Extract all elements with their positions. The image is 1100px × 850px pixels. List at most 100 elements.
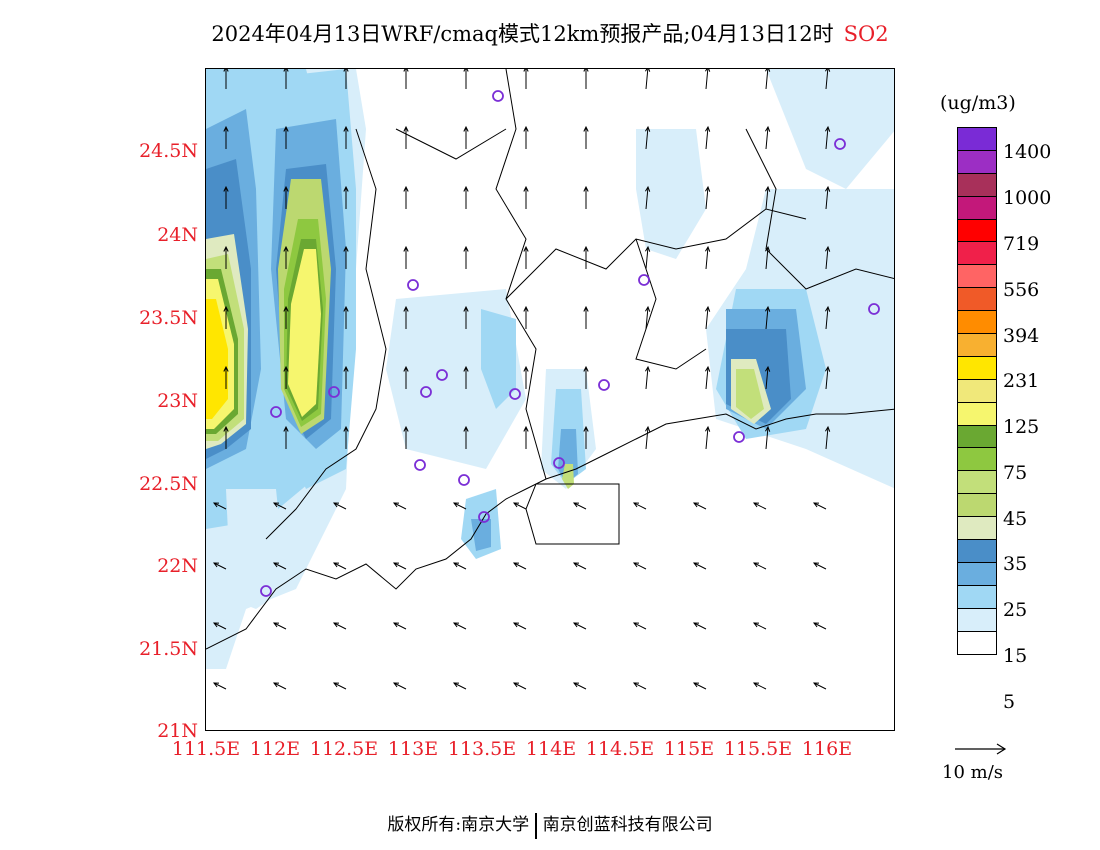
wind-arrow — [692, 622, 707, 630]
map-panel — [205, 68, 895, 731]
wind-arrow — [223, 245, 229, 269]
lat-label: 24N — [157, 224, 198, 246]
wind-arrow — [764, 425, 771, 450]
wind-arrow — [523, 425, 529, 449]
station-marker — [598, 379, 610, 391]
legend-swatch — [958, 494, 996, 518]
wind-arrow — [764, 185, 771, 210]
lat-label: 22N — [157, 555, 198, 577]
legend-level: 1000 — [1003, 187, 1052, 209]
wind-arrow — [392, 562, 407, 570]
legend-swatch — [958, 196, 996, 220]
wind-arrow — [812, 562, 827, 570]
lat-label: 22.5N — [139, 473, 198, 495]
legend-level: 719 — [1003, 233, 1040, 255]
footer-divider — [535, 812, 537, 839]
wind-arrow — [512, 562, 527, 570]
legend-swatch — [958, 311, 996, 335]
legend-swatch — [958, 173, 996, 197]
lon-label: 115.5E — [723, 738, 793, 760]
wind-arrow — [824, 365, 831, 390]
so2-shading — [206, 69, 894, 669]
wind-arrow — [644, 305, 651, 330]
lat-label: 24.5N — [139, 140, 198, 162]
wind-arrow — [223, 125, 229, 149]
lon-label: 114.5E — [585, 738, 655, 760]
wind-arrow — [572, 682, 587, 690]
station-marker — [420, 386, 432, 398]
wind-arrow — [644, 185, 651, 210]
wind-arrow — [644, 69, 651, 90]
wind-arrow — [812, 622, 827, 630]
wind-arrow — [704, 69, 711, 90]
wind-arrow — [452, 622, 467, 630]
wind-arrow — [704, 185, 711, 210]
wind-arrow — [523, 365, 529, 389]
lon-label: 112E — [249, 738, 301, 760]
station-marker — [260, 585, 272, 597]
wind-arrow — [272, 562, 287, 570]
wind-arrow — [403, 425, 409, 449]
wind-arrow — [343, 185, 349, 209]
province-boundaries — [206, 69, 894, 650]
wind-arrow — [583, 425, 589, 449]
legend-swatch — [958, 265, 996, 289]
wind-arrow — [692, 502, 707, 510]
lon-label: 113E — [387, 738, 439, 760]
wind-reference-label: 10 m/s — [942, 762, 1003, 783]
legend-level: 5 — [1003, 691, 1016, 713]
wind-arrow — [272, 622, 287, 630]
legend-level: 231 — [1003, 370, 1040, 392]
legend-swatch — [958, 242, 996, 266]
legend-swatch — [958, 402, 996, 426]
wind-arrow — [572, 622, 587, 630]
title-main: 2024年04月13日WRF/cmaq模式12km预报产品;04月13日12时 — [211, 22, 834, 46]
legend-swatch — [958, 334, 996, 357]
lat-label: 21.5N — [139, 638, 198, 660]
wind-arrow — [824, 69, 831, 90]
legend-swatch — [958, 471, 996, 495]
wind-arrow — [764, 365, 771, 390]
wind-arrow — [512, 502, 527, 510]
wind-arrow — [452, 562, 467, 570]
legend-swatch — [958, 608, 996, 632]
wind-arrow — [343, 365, 349, 389]
copyright-right: 南京创蓝科技有限公司 — [542, 815, 713, 835]
station-marker — [478, 511, 490, 523]
legend-level: 125 — [1003, 416, 1040, 438]
station-marker — [834, 138, 846, 150]
wind-arrow — [272, 502, 287, 510]
legend-level: 394 — [1003, 325, 1040, 347]
lon-label: 111.5E — [171, 738, 241, 760]
wind-arrow — [343, 69, 349, 89]
wind-arrow — [272, 682, 287, 690]
wind-arrow — [704, 425, 711, 450]
wind-arrow — [212, 562, 227, 570]
wind-arrow — [283, 69, 289, 89]
wind-arrow — [523, 69, 529, 89]
wind-arrow — [463, 245, 469, 269]
legend-swatch — [958, 540, 996, 563]
lat-label: 23N — [157, 390, 198, 412]
wind-arrow — [632, 502, 647, 510]
wind-arrow — [332, 622, 347, 630]
legend-swatch — [958, 425, 996, 449]
wind-arrow — [212, 502, 227, 510]
wind-arrow — [463, 185, 469, 209]
legend-swatch — [958, 150, 996, 174]
wind-arrow — [283, 245, 289, 269]
legend-level: 25 — [1003, 599, 1028, 621]
wind-arrow — [583, 185, 589, 209]
legend-level: 1400 — [1003, 141, 1052, 163]
wind-arrow — [403, 125, 409, 149]
wind-arrow — [692, 682, 707, 690]
legend-swatch — [958, 562, 996, 586]
wind-arrow — [212, 622, 227, 630]
wind-arrow — [632, 622, 647, 630]
wind-arrow — [283, 125, 289, 149]
title-species: SO2 — [843, 22, 889, 46]
wind-arrow — [392, 622, 407, 630]
legend-swatch — [958, 517, 996, 541]
wind-arrow — [824, 185, 831, 210]
copyright-left: 版权所有:南京大学 — [387, 815, 530, 835]
